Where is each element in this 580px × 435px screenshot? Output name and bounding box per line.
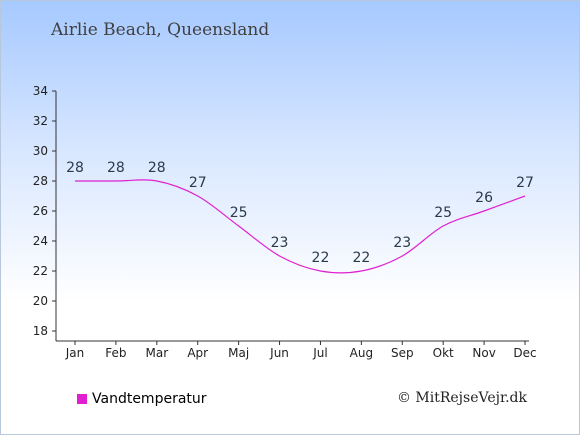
- x-tick-label: Dec: [513, 346, 536, 360]
- y-tick-label: 24: [33, 234, 48, 248]
- data-label: 22: [312, 250, 330, 266]
- y-tick-label: 30: [33, 144, 48, 158]
- legend: Vandtemperatur: [77, 390, 207, 408]
- legend-swatch: [77, 394, 87, 404]
- y-tick-label: 28: [33, 174, 48, 188]
- data-label: 22: [352, 250, 370, 266]
- x-tick-label: Aug: [350, 346, 373, 360]
- series-line-vandtemperatur: [75, 179, 526, 274]
- data-label: 23: [271, 235, 289, 251]
- x-tick-label: Okt: [433, 346, 454, 360]
- data-label: 23: [393, 235, 411, 251]
- x-tick-label: Jan: [65, 346, 85, 360]
- chart-title: Airlie Beach, Queensland: [51, 20, 270, 40]
- x-tick-label: Nov: [472, 346, 495, 360]
- data-label: 27: [516, 175, 534, 191]
- x-tick-label: Jun: [269, 346, 289, 360]
- data-label: 28: [107, 160, 125, 176]
- x-tick-label: Apr: [187, 346, 208, 360]
- y-tick-label: 22: [33, 264, 48, 278]
- y-tick-label: 20: [33, 294, 48, 308]
- data-label: 27: [189, 175, 207, 191]
- y-tick-label: 18: [33, 324, 48, 338]
- x-tick-label: Feb: [105, 346, 126, 360]
- y-tick-label: 26: [33, 204, 48, 218]
- data-label: 25: [230, 205, 248, 221]
- x-tick-label: Sep: [391, 346, 414, 360]
- data-label: 28: [148, 160, 166, 176]
- x-tick-label: Mar: [145, 346, 168, 360]
- y-tick-label: 34: [33, 84, 48, 98]
- data-label: 25: [434, 205, 452, 221]
- y-tick-label: 32: [33, 114, 48, 128]
- x-tick-label: Jul: [312, 346, 327, 360]
- legend-label: Vandtemperatur: [92, 391, 207, 407]
- data-label: 28: [66, 160, 84, 176]
- copyright-text: © MitRejseVejr.dk: [396, 390, 527, 406]
- x-tick-label: Maj: [228, 346, 249, 360]
- data-label: 26: [475, 190, 493, 206]
